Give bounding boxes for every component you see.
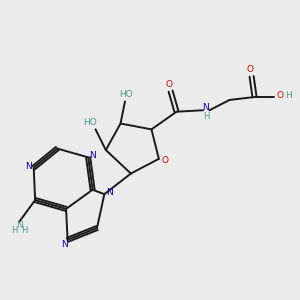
Text: O: O	[276, 91, 283, 100]
Text: HO: HO	[83, 118, 97, 127]
Text: N: N	[202, 103, 209, 112]
Text: N: N	[106, 188, 113, 197]
Text: N: N	[16, 220, 22, 230]
Text: O: O	[161, 156, 168, 165]
Text: N: N	[89, 151, 96, 160]
Text: H: H	[11, 226, 18, 235]
Text: H: H	[203, 112, 209, 121]
Text: H: H	[286, 91, 292, 100]
Text: O: O	[247, 65, 254, 74]
Text: N: N	[25, 162, 32, 171]
Text: N: N	[61, 240, 68, 249]
Text: H: H	[21, 226, 28, 235]
Text: HO: HO	[119, 90, 133, 99]
Text: O: O	[166, 80, 172, 89]
